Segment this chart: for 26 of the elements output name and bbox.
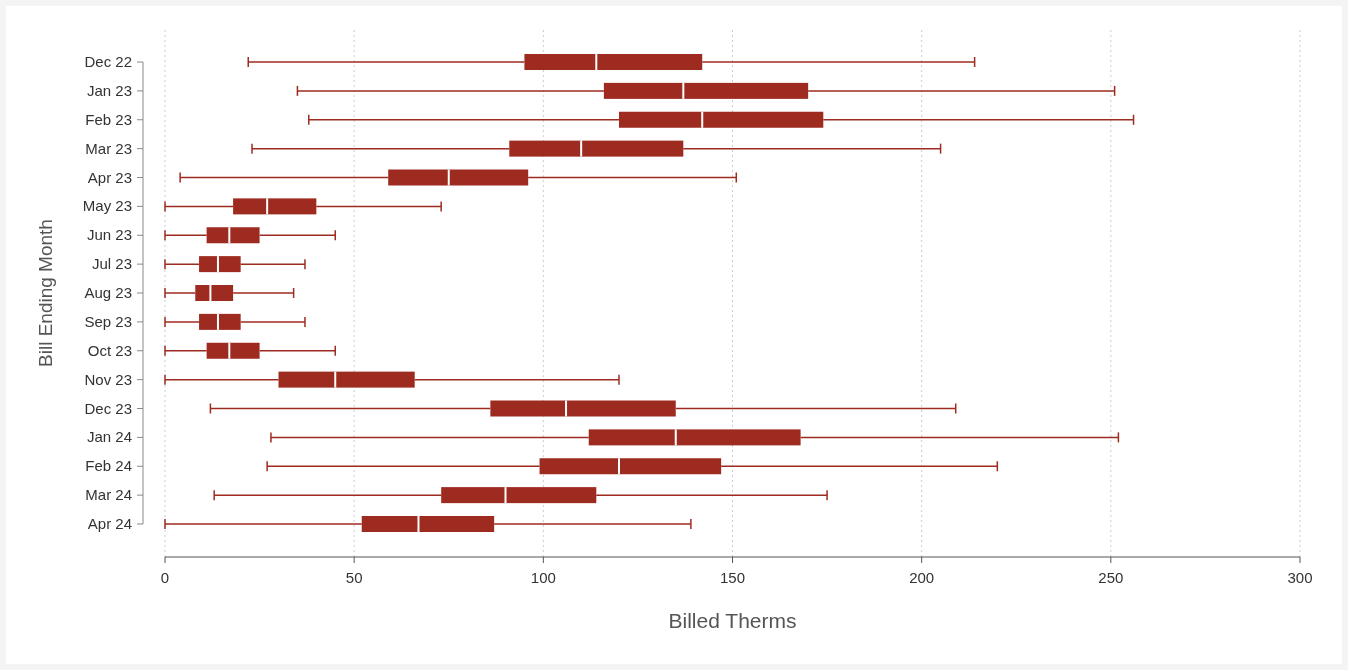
y-tick-label: Mar 23 [85,139,132,157]
y-tick-label: May 23 [82,197,132,215]
y-axis-title: Bill Ending Month [35,219,56,367]
y-tick-label: Dec 23 [84,399,132,417]
y-tick-label: Aug 23 [84,284,132,301]
x-tick-label: 250 [1098,569,1124,586]
y-tick-label: Dec 22 [84,53,132,70]
x-tick-label: 100 [530,569,556,586]
x-tick-label: 150 [719,569,746,586]
y-tick-label: Nov 23 [84,370,132,388]
x-tick-label: 200 [909,569,935,586]
y-tick-label: Jan 24 [86,428,132,446]
y-tick-label: Jul 23 [91,255,132,273]
y-tick-label: Apr 24 [87,515,132,532]
y-tick-label: Jan 23 [86,81,132,99]
x-tick-label: 0 [160,569,170,586]
y-tick-label: Feb 23 [85,110,132,128]
x-tick-label: 50 [345,569,363,586]
y-tick-label: Sep 23 [84,312,132,330]
y-tick-label: Oct 23 [87,341,132,359]
y-tick-label: Mar 24 [85,486,132,504]
y-tick-label: Jun 23 [86,226,132,244]
x-axis-title: Billed Therms [668,609,797,632]
y-tick-label: Apr 23 [87,168,132,186]
y-tick-label: Feb 24 [85,457,132,475]
x-tick-label: 300 [1287,569,1313,586]
